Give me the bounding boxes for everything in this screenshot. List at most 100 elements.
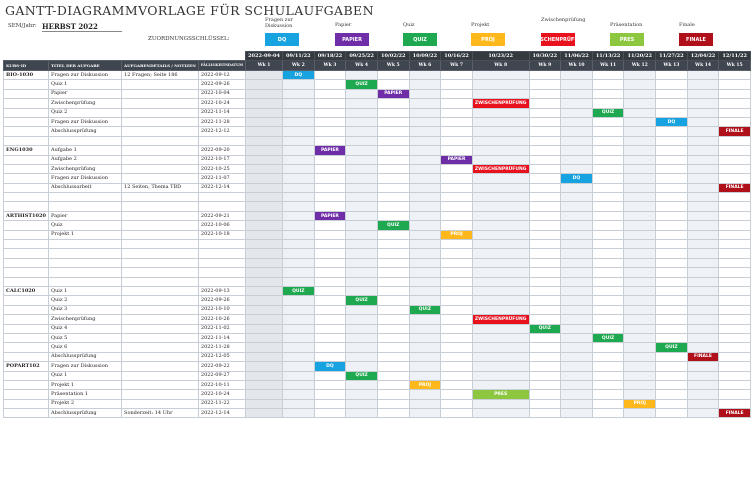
task-title-cell[interactable] — [47, 239, 123, 250]
task-title-cell[interactable]: Quiz 2 — [47, 295, 123, 306]
task-title-cell[interactable]: Fragen zur Diskussion — [47, 361, 123, 372]
due-date-cell[interactable]: 2022-09-27 — [197, 370, 247, 381]
details-cell[interactable] — [121, 248, 199, 259]
due-date-cell[interactable]: 2022-09-12 — [197, 69, 247, 81]
week-date[interactable]: 10/30/22 — [528, 51, 562, 61]
task-title-cell[interactable] — [47, 257, 123, 269]
task-title-cell[interactable] — [47, 276, 123, 288]
due-date-cell[interactable]: 2022-10-24 — [197, 389, 247, 400]
due-date-cell[interactable]: 2022-12-05 — [197, 351, 247, 363]
due-date-cell[interactable]: 2022-10-04 — [197, 88, 247, 100]
task-title-cell[interactable]: Projekt 1 — [47, 229, 123, 241]
week-date[interactable]: 12/11/22 — [718, 51, 751, 61]
due-date-cell[interactable] — [197, 248, 247, 259]
course-id-cell[interactable] — [3, 342, 49, 353]
due-date-cell[interactable]: 2022-10-17 — [197, 154, 247, 165]
details-cell[interactable] — [121, 201, 199, 212]
details-cell[interactable] — [121, 285, 199, 297]
course-id-cell[interactable] — [3, 370, 49, 381]
details-cell[interactable] — [121, 379, 199, 391]
week-date[interactable]: 11/06/22 — [560, 51, 593, 61]
course-id-cell[interactable] — [3, 304, 49, 316]
week-date[interactable]: 10/23/22 — [471, 51, 530, 61]
task-title-cell[interactable]: Quiz 1 — [47, 370, 123, 381]
due-date-cell[interactable]: 2022-11-02 — [197, 323, 247, 334]
course-id-cell[interactable] — [3, 389, 49, 400]
course-id-cell[interactable] — [3, 88, 49, 100]
course-id-cell[interactable] — [3, 135, 49, 147]
details-cell[interactable] — [121, 276, 199, 288]
details-cell[interactable] — [121, 257, 199, 269]
details-cell[interactable] — [121, 361, 199, 372]
task-title-cell[interactable]: Abschlussprüfung — [47, 408, 123, 419]
task-title-cell[interactable]: Quiz 1 — [47, 79, 123, 90]
course-id-cell[interactable] — [3, 173, 49, 184]
due-date-cell[interactable]: 2022-09-26 — [197, 79, 247, 90]
task-title-cell[interactable]: Quiz 2 — [47, 107, 123, 118]
due-date-cell[interactable] — [197, 267, 247, 278]
task-title-cell[interactable]: Zwischenprüfung — [47, 98, 123, 109]
course-id-cell[interactable] — [3, 379, 49, 391]
course-id-cell[interactable] — [3, 220, 49, 231]
week-date[interactable]: 09/18/22 — [313, 51, 347, 61]
course-id-cell[interactable] — [3, 98, 49, 109]
task-title-cell[interactable]: Aufgabe 1 — [47, 145, 123, 156]
due-date-cell[interactable]: 2022-10-10 — [197, 304, 247, 316]
details-cell[interactable] — [121, 267, 199, 278]
details-cell[interactable] — [121, 342, 199, 353]
due-date-cell[interactable] — [197, 257, 247, 269]
details-cell[interactable] — [121, 229, 199, 241]
course-id-cell[interactable] — [3, 79, 49, 90]
course-id-cell[interactable] — [3, 107, 49, 118]
course-id-cell[interactable] — [3, 239, 49, 250]
due-date-cell[interactable]: 2022-09-13 — [197, 285, 247, 297]
task-title-cell[interactable]: Papier — [47, 210, 123, 222]
details-cell[interactable] — [121, 304, 199, 316]
course-id-cell[interactable] — [3, 332, 49, 344]
due-date-cell[interactable]: 2022-11-28 — [197, 342, 247, 353]
due-date-cell[interactable]: 2022-11-14 — [197, 332, 247, 344]
due-date-cell[interactable] — [197, 192, 247, 203]
task-title-cell[interactable]: Quiz 5 — [47, 332, 123, 344]
details-cell[interactable] — [121, 126, 199, 137]
course-id-cell[interactable] — [3, 314, 49, 325]
task-title-cell[interactable] — [47, 135, 123, 147]
details-cell[interactable] — [121, 332, 199, 344]
due-date-cell[interactable] — [197, 239, 247, 250]
due-date-cell[interactable]: 2022-09-26 — [197, 295, 247, 306]
due-date-cell[interactable]: 2022-09-22 — [197, 361, 247, 372]
due-date-cell[interactable]: 2022-11-07 — [197, 173, 247, 184]
details-cell[interactable]: Sonderzeit: 14 Uhr — [121, 408, 199, 419]
due-date-cell[interactable] — [197, 276, 247, 288]
details-cell[interactable] — [121, 389, 199, 400]
week-date[interactable]: 10/02/22 — [376, 51, 410, 61]
course-id-cell[interactable] — [3, 257, 49, 269]
details-cell[interactable] — [121, 239, 199, 250]
details-cell[interactable] — [121, 220, 199, 231]
semester-value[interactable]: HERBST 2022 — [42, 22, 98, 31]
due-date-cell[interactable] — [197, 201, 247, 212]
course-id-cell[interactable] — [3, 323, 49, 334]
task-title-cell[interactable]: Quiz — [47, 220, 123, 231]
due-date-cell[interactable]: 2022-10-25 — [197, 163, 247, 175]
details-cell[interactable] — [121, 398, 199, 410]
course-id-cell[interactable] — [3, 229, 49, 241]
week-date[interactable]: 11/13/22 — [591, 51, 625, 61]
course-id-cell[interactable] — [3, 154, 49, 165]
week-date[interactable]: 09/11/22 — [282, 51, 315, 61]
course-id-cell[interactable]: ARTHIST1020 — [3, 210, 49, 222]
course-id-cell[interactable] — [3, 267, 49, 278]
task-title-cell[interactable] — [47, 248, 123, 259]
details-cell[interactable]: 12 Seiten, Thema TBD — [121, 182, 199, 194]
course-id-cell[interactable]: CALC1020 — [3, 285, 49, 297]
due-date-cell[interactable]: 2022-12-12 — [197, 126, 247, 137]
details-cell[interactable] — [121, 351, 199, 363]
week-date[interactable]: 10/09/22 — [408, 51, 442, 61]
course-id-cell[interactable] — [3, 398, 49, 410]
due-date-cell[interactable]: 2022-10-26 — [197, 314, 247, 325]
course-id-cell[interactable] — [3, 351, 49, 363]
due-date-cell[interactable]: 2022-12-14 — [197, 408, 247, 419]
course-id-cell[interactable] — [3, 116, 49, 128]
week-date[interactable]: 2022-09-04 — [245, 51, 283, 61]
task-title-cell[interactable] — [47, 267, 123, 278]
